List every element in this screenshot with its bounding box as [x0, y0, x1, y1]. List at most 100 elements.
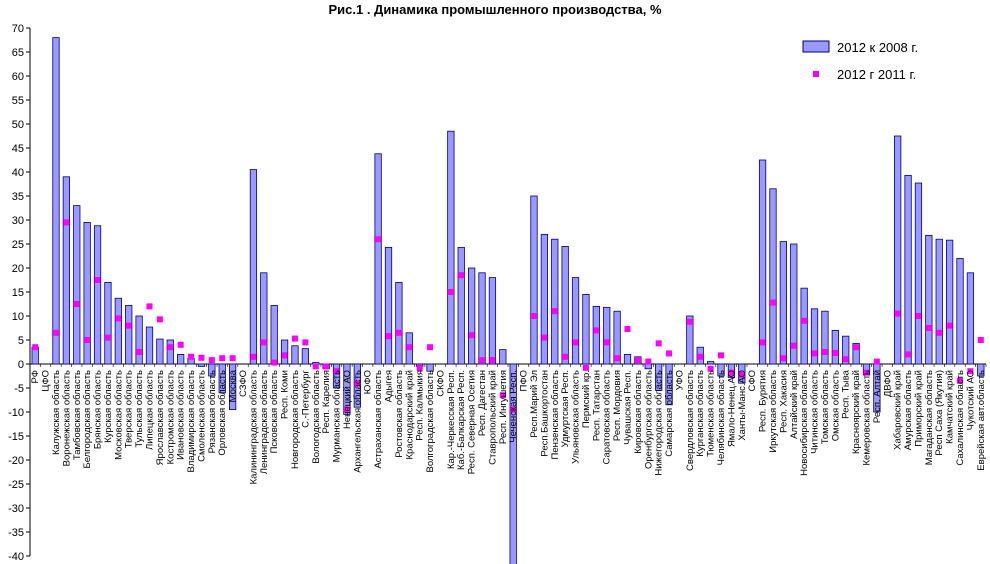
marker-point: [686, 318, 693, 325]
category-label: СЗФО: [238, 370, 249, 397]
category-labels: РФ ЦФО Калужская область Воронежская област…: [30, 369, 987, 484]
category-label: Тверская область: [124, 370, 135, 448]
marker-point: [385, 333, 392, 340]
marker-point: [177, 341, 184, 348]
y-tick-label: 65: [12, 47, 24, 59]
bar: [218, 363, 226, 394]
bar: [592, 305, 600, 365]
bar: [707, 361, 715, 365]
marker-point: [343, 406, 350, 413]
marker-point: [780, 355, 787, 362]
category-label: Респ.Марий Эл: [529, 370, 540, 438]
category-label: Псковская область: [269, 370, 280, 453]
bar: [551, 238, 559, 365]
category-label: Архангельская область: [352, 370, 363, 473]
bar: [208, 363, 216, 377]
marker-point: [447, 289, 454, 295]
bar: [758, 159, 767, 365]
bar: [509, 363, 517, 564]
y-axis: -40 -35 -30 -25 -20 -15 -10 -5 0 5 10 15 20 25 30 35 40 4…: [8, 23, 31, 563]
bar: [613, 310, 621, 365]
legend: 2012 к 2008 г. 2012 г 2011 г.: [802, 40, 918, 82]
marker-point: [188, 353, 195, 360]
bar: [842, 335, 850, 365]
bar: [686, 315, 694, 365]
bar: [343, 363, 351, 415]
category-label: ЦФО: [41, 370, 52, 392]
category-label: СКФО: [435, 370, 446, 397]
bar: [270, 305, 278, 365]
marker-point: [666, 350, 673, 357]
marker-point: [125, 322, 132, 329]
marker-point: [530, 313, 537, 319]
y-tick-label: 35: [12, 191, 24, 203]
bar: [73, 205, 81, 365]
category-label: Оренбургская область: [643, 370, 654, 469]
bar: [395, 281, 403, 365]
category-label: Респ. Карелия: [321, 370, 332, 433]
marker-point: [458, 272, 465, 279]
category-label: ПФО: [519, 370, 530, 391]
category-label: Белгородская область: [82, 370, 93, 469]
category-label: Волгоградская область: [425, 370, 436, 472]
category-label: Тульская область: [134, 370, 145, 448]
bar: [145, 326, 154, 365]
bar: [197, 363, 206, 367]
bar: [229, 363, 237, 410]
marker-point: [167, 344, 174, 351]
bar: [946, 239, 954, 365]
marker-point: [759, 339, 766, 346]
category-label: Смоленская область: [196, 370, 207, 462]
legend-bar-label: 2012 к 2008 г.: [837, 40, 918, 55]
marker-point: [562, 353, 569, 360]
legend-marker-label: 2012 г 2011 г.: [837, 67, 916, 82]
category-label: Магаданская область: [924, 370, 935, 465]
marker-point: [395, 329, 402, 336]
bar: [977, 363, 985, 377]
marker-point: [603, 339, 610, 346]
bar: [52, 37, 60, 365]
marker-point: [697, 353, 704, 360]
marker-point: [115, 315, 122, 322]
marker-point: [863, 369, 870, 376]
category-label: Ивановская область: [176, 370, 187, 460]
y-tick-label: 0: [18, 359, 24, 371]
category-label: Камчатский край: [945, 370, 956, 444]
marker-point: [208, 357, 215, 364]
x-axis: [29, 363, 987, 367]
category-label: Московская область: [113, 370, 124, 460]
bar: [665, 363, 673, 406]
y-tick-label: 15: [12, 287, 24, 299]
category-label: Краснодарский край: [404, 370, 415, 459]
marker-point: [967, 368, 974, 375]
category-label: Новгородская область: [290, 370, 301, 469]
y-tick-label: -10: [8, 407, 24, 419]
category-label: Чувашская Респ.: [623, 370, 634, 445]
category-label: Еврейская авт.область: [976, 370, 987, 471]
marker-point: [821, 349, 828, 355]
bar: [717, 363, 725, 377]
category-label: Приморский край: [913, 370, 924, 447]
category-label: ДВФО: [882, 370, 893, 397]
marker-point: [645, 358, 652, 365]
category-label: Респ. Коми: [280, 370, 291, 419]
marker-point: [32, 344, 39, 351]
category-label: Пермский кр.: [581, 370, 592, 428]
category-label: Респ. Алтай: [872, 370, 883, 423]
bar: [280, 339, 289, 365]
marker-point: [624, 325, 631, 332]
category-label: Чукотский АО: [965, 370, 976, 430]
category-label: Самарская область: [664, 370, 675, 457]
bar: [249, 169, 258, 365]
category-label: Респ. Дагестан: [477, 370, 488, 436]
category-label: СФО: [747, 370, 758, 391]
category-label: Владимирская область: [186, 370, 197, 473]
marker-point: [946, 322, 953, 329]
bar: [384, 246, 393, 365]
y-tick-label: 60: [12, 71, 24, 83]
bar: [935, 238, 943, 365]
category-label: Томская область: [820, 370, 831, 444]
bar: [831, 329, 839, 365]
marker-point: [499, 392, 506, 399]
category-label: Астраханская область: [373, 370, 384, 469]
